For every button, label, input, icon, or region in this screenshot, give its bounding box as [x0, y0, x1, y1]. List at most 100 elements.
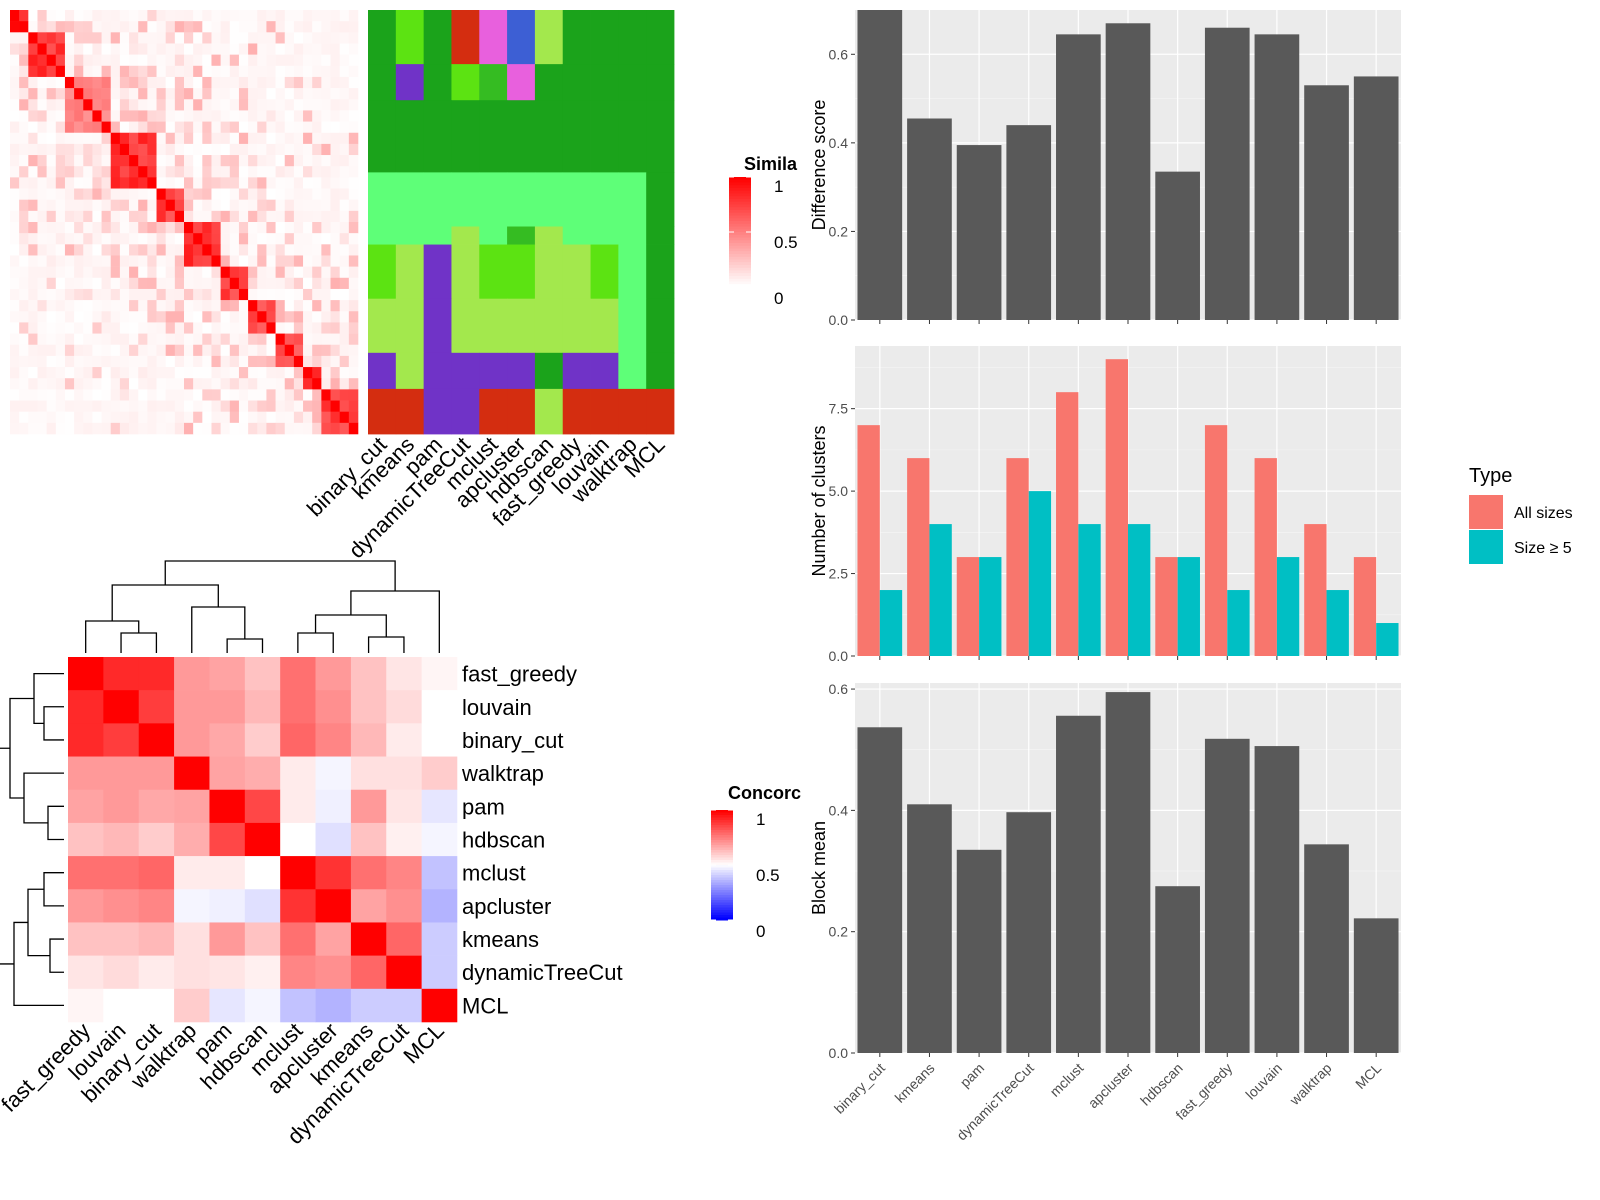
similarity-cell	[110, 400, 121, 412]
assignment-cell	[507, 352, 536, 390]
bar	[1204, 738, 1250, 1053]
similarity-cell	[138, 411, 148, 424]
similarity-cell	[37, 255, 47, 267]
similarity-cell	[303, 177, 313, 189]
similarity-cell	[312, 244, 322, 256]
similarity-cell	[138, 188, 148, 200]
similarity-cell	[220, 266, 231, 279]
similarity-cell	[266, 32, 276, 44]
similarity-cell	[330, 132, 340, 145]
similarity-cell	[101, 54, 112, 67]
concordance-cell	[350, 922, 387, 956]
similarity-cell	[211, 311, 221, 323]
similarity-cell	[266, 21, 276, 33]
similarity-cell	[19, 322, 29, 334]
concordance-cell	[174, 889, 210, 923]
similarity-cell	[293, 367, 304, 379]
similarity-cell	[257, 422, 267, 435]
similarity-cell	[184, 99, 194, 111]
similarity-legend-step	[729, 188, 751, 192]
similarity-cell	[266, 177, 276, 189]
similarity-cell	[330, 344, 340, 357]
similarity-legend-step	[729, 177, 751, 181]
similarity-cell	[138, 10, 148, 22]
similarity-cell	[321, 76, 331, 89]
similarity-cell	[330, 378, 340, 390]
similarity-cell	[284, 277, 295, 290]
similarity-cell	[229, 143, 240, 156]
concordance-cell	[421, 756, 458, 791]
similarity-cell	[193, 389, 203, 401]
similarity-cell	[184, 344, 194, 357]
similarity-cell	[64, 411, 75, 424]
similarity-cell	[129, 277, 139, 290]
similarity-cell	[28, 177, 38, 189]
similarity-cell	[119, 43, 130, 55]
similarity-cell	[138, 322, 148, 334]
similarity-cell	[156, 367, 166, 379]
assignment-cell	[451, 172, 480, 227]
similarity-cell	[266, 166, 276, 178]
similarity-cell	[348, 99, 359, 111]
similarity-cell	[129, 322, 139, 334]
similarity-cell	[211, 21, 221, 33]
similarity-cell	[28, 255, 38, 267]
similarity-cell	[74, 210, 84, 223]
similarity-cell	[238, 222, 249, 234]
similarity-cell	[348, 355, 359, 368]
similarity-cell	[275, 99, 286, 111]
similarity-cell	[28, 367, 38, 379]
similarity-cell	[138, 311, 148, 323]
concordance-legend-colorbar	[711, 809, 733, 921]
assignment-cell	[423, 100, 452, 173]
assignment-cell	[451, 226, 480, 245]
similarity-cell	[174, 367, 185, 379]
similarity-cell	[92, 333, 102, 346]
similarity-cell	[37, 210, 47, 223]
similarity-cell	[339, 333, 350, 346]
similarity-cell	[165, 367, 176, 379]
similarity-cell	[312, 411, 322, 424]
similarity-cell	[119, 400, 130, 412]
similarity-cell	[83, 378, 93, 390]
similarity-cell	[138, 222, 148, 234]
similarity-cell	[257, 367, 267, 379]
similarity-cell	[165, 143, 176, 156]
similarity-cell	[46, 222, 57, 234]
similarity-cell	[64, 367, 75, 379]
similarity-cell	[229, 188, 240, 200]
similarity-cell	[293, 10, 304, 22]
similarity-cell	[293, 411, 304, 424]
similarity-cell	[330, 177, 340, 189]
similarity-cell	[156, 88, 166, 100]
similarity-cell	[202, 155, 212, 167]
similarity-cell	[220, 65, 231, 78]
similarity-cell	[312, 88, 322, 100]
assignment-cell	[534, 64, 564, 101]
similarity-cell	[165, 65, 176, 78]
concordance-cell	[280, 856, 316, 890]
concordance-cell	[386, 789, 422, 824]
similarity-cell	[211, 43, 221, 55]
similarity-cell	[10, 255, 20, 267]
similarity-cell	[266, 389, 276, 401]
similarity-cell	[238, 188, 249, 200]
similarity-cell	[101, 300, 112, 312]
similarity-cell	[257, 233, 267, 245]
similarity-cell	[229, 378, 240, 390]
concordance-cell	[68, 922, 104, 956]
assignment-cell	[562, 10, 591, 65]
similarity-cell	[202, 422, 212, 435]
similarity-cell	[55, 311, 66, 323]
similarity-cell	[348, 143, 359, 156]
similarity-cell	[129, 143, 139, 156]
similarity-cell	[19, 177, 29, 189]
similarity-cell	[119, 143, 130, 156]
similarity-cell	[64, 166, 75, 178]
similarity-cell	[101, 110, 112, 122]
similarity-cell	[312, 199, 322, 212]
similarity-cell	[229, 244, 240, 256]
similarity-cell	[28, 288, 38, 301]
dendrogram-branch	[47, 805, 64, 841]
